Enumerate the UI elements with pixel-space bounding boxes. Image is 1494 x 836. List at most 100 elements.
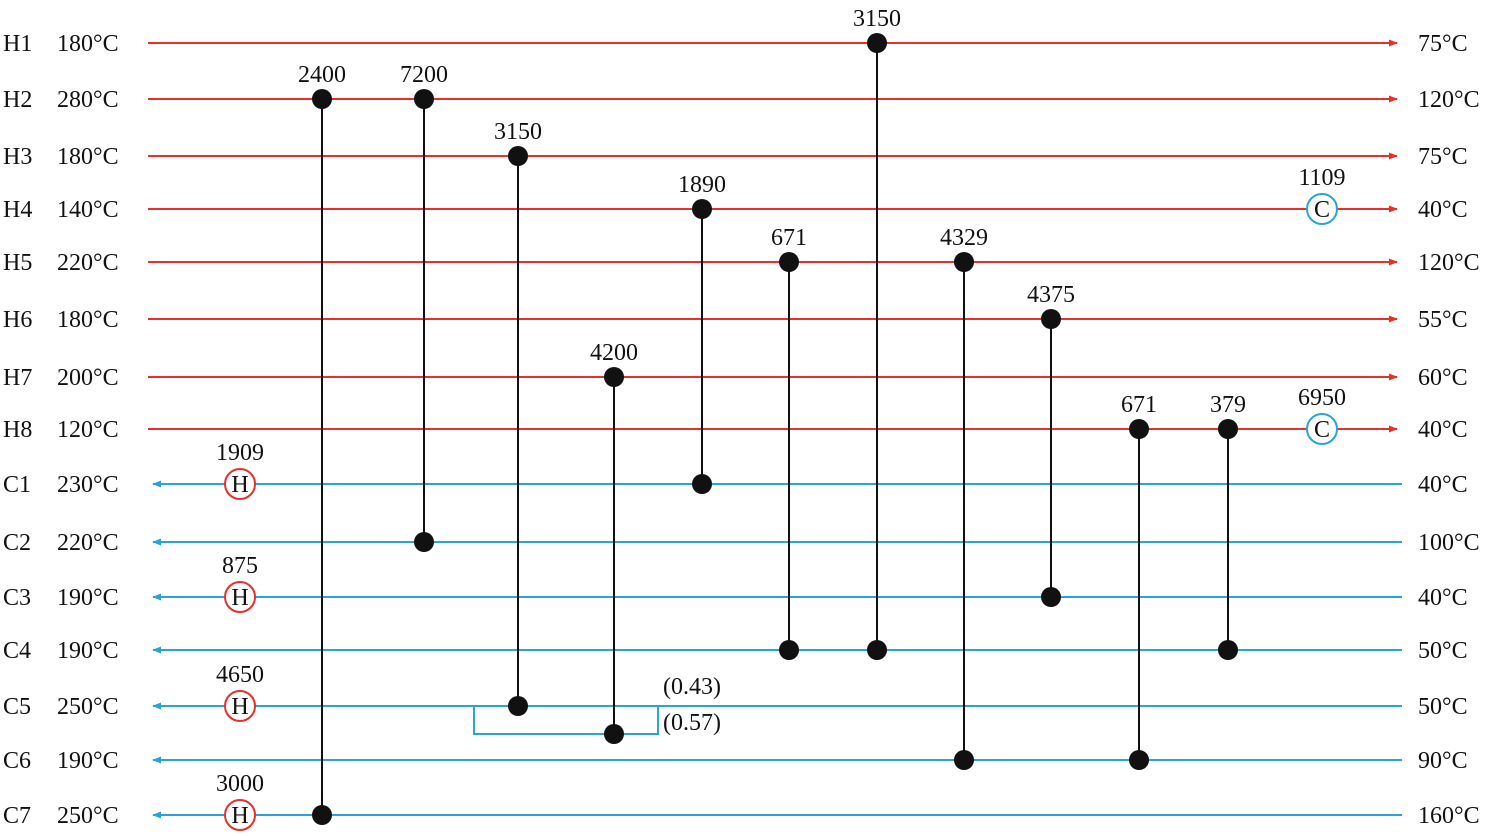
stream-id-c6: C6 bbox=[3, 748, 31, 774]
exchanger-h5-c6-hot-node bbox=[954, 252, 974, 272]
heater-c3-ring bbox=[224, 581, 256, 613]
stream-id-c1: C1 bbox=[3, 472, 31, 498]
exchanger-h4-c1-hot-node bbox=[692, 199, 712, 219]
cooler-h4-symbol: C bbox=[1314, 197, 1330, 223]
stream-id-c4: C4 bbox=[3, 638, 31, 664]
supply-temp-h4: 140°C bbox=[57, 197, 119, 223]
exchanger-h2-c2-cold-node bbox=[414, 532, 434, 552]
target-temp-h4: 40°C bbox=[1418, 197, 1468, 223]
exchanger-h5-c6-duty: 4329 bbox=[940, 225, 988, 251]
stream-id-h8: H8 bbox=[3, 417, 32, 443]
heater-c1-ring bbox=[224, 468, 256, 500]
exchanger-h3-c5-duty: 3150 bbox=[494, 119, 542, 145]
supply-temp-h8: 120°C bbox=[57, 417, 119, 443]
split-fraction-upper: (0.43) bbox=[663, 674, 721, 700]
target-temp-h5: 120°C bbox=[1418, 250, 1480, 276]
supply-temp-h7: 200°C bbox=[57, 365, 119, 391]
exchanger-h6-c3-hot-node bbox=[1041, 309, 1061, 329]
supply-temp-c5: 50°C bbox=[1418, 694, 1468, 720]
target-temp-h3: 75°C bbox=[1418, 144, 1468, 170]
target-temp-c3: 190°C bbox=[57, 585, 119, 611]
cooler-h8-ring bbox=[1306, 413, 1338, 445]
heater-c5-symbol: H bbox=[231, 694, 248, 720]
target-temp-c7: 250°C bbox=[57, 803, 119, 829]
stream-lines bbox=[148, 39, 1402, 819]
exchanger-h7-c5-cold-node bbox=[604, 724, 624, 744]
exchanger-h3-c5-hot-node bbox=[508, 146, 528, 166]
stream-id-h1: H1 bbox=[3, 31, 32, 57]
heater-c3-symbol: H bbox=[231, 585, 248, 611]
cooler-h4-ring bbox=[1306, 193, 1338, 225]
stream-split bbox=[473, 706, 659, 735]
exchanger-matches bbox=[312, 33, 1238, 825]
exchanger-h2-c7-hot-node bbox=[312, 89, 332, 109]
heater-c1-duty: 1909 bbox=[216, 440, 264, 466]
exchanger-h6-c3-duty: 4375 bbox=[1027, 282, 1075, 308]
target-temp-c2: 220°C bbox=[57, 530, 119, 556]
stream-id-h3: H3 bbox=[3, 144, 32, 170]
target-temp-h8: 40°C bbox=[1418, 417, 1468, 443]
stream-id-c2: C2 bbox=[3, 530, 31, 556]
supply-temp-h1: 180°C bbox=[57, 31, 119, 57]
exchanger-h8-c4-cold-node bbox=[1218, 640, 1238, 660]
exchanger-h8-c6-hot-node bbox=[1129, 419, 1149, 439]
exchanger-h3-c5-cold-node bbox=[508, 696, 528, 716]
target-temp-h2: 120°C bbox=[1418, 87, 1480, 113]
cooler-h4-duty: 1109 bbox=[1298, 165, 1345, 191]
exchanger-h8-c4-hot-node bbox=[1218, 419, 1238, 439]
stream-id-h4: H4 bbox=[3, 197, 32, 223]
exchanger-h2-c7-cold-node bbox=[312, 805, 332, 825]
stream-id-c5: C5 bbox=[3, 694, 31, 720]
exchanger-h4-c1-duty: 1890 bbox=[678, 172, 726, 198]
target-temp-c4: 190°C bbox=[57, 638, 119, 664]
exchanger-h5-c4-hot-node bbox=[779, 252, 799, 272]
exchanger-h1-c4-hot-node bbox=[867, 33, 887, 53]
stream-id-c7: C7 bbox=[3, 803, 31, 829]
cooler-h8-symbol: C bbox=[1314, 417, 1330, 443]
heater-c1-symbol: H bbox=[231, 472, 248, 498]
heater-c5-duty: 4650 bbox=[216, 662, 264, 688]
exchanger-h4-c1-cold-node bbox=[692, 474, 712, 494]
stream-labels: H1 180°C 75°C H2 280°C 120°C H3 180°C 75°C H4 140°… bbox=[3, 6, 1480, 829]
exchanger-h5-c6-cold-node bbox=[954, 750, 974, 770]
target-temp-h6: 55°C bbox=[1418, 307, 1468, 333]
supply-temp-c4: 50°C bbox=[1418, 638, 1468, 664]
exchanger-h8-c6-cold-node bbox=[1129, 750, 1149, 770]
split-fraction-lower: (0.57) bbox=[663, 710, 721, 736]
supply-temp-c7: 160°C bbox=[1418, 803, 1480, 829]
stream-id-h7: H7 bbox=[3, 365, 32, 391]
stream-id-h5: H5 bbox=[3, 250, 32, 276]
exchanger-h8-c6-duty: 671 bbox=[1121, 392, 1157, 418]
target-temp-h7: 60°C bbox=[1418, 365, 1468, 391]
supply-temp-h3: 180°C bbox=[57, 144, 119, 170]
exchanger-h7-c5-hot-node bbox=[604, 367, 624, 387]
supply-temp-h6: 180°C bbox=[57, 307, 119, 333]
stream-id-h2: H2 bbox=[3, 87, 32, 113]
target-temp-h1: 75°C bbox=[1418, 31, 1468, 57]
supply-temp-c1: 40°C bbox=[1418, 472, 1468, 498]
heater-c3-duty: 875 bbox=[222, 553, 258, 579]
exchanger-h1-c4-duty: 3150 bbox=[853, 6, 901, 32]
heater-c5-ring bbox=[224, 690, 256, 722]
exchanger-h7-c5-duty: 4200 bbox=[590, 340, 638, 366]
supply-temp-c2: 100°C bbox=[1418, 530, 1480, 556]
stream-id-c3: C3 bbox=[3, 585, 31, 611]
exchanger-h8-c4-duty: 379 bbox=[1210, 392, 1246, 418]
cooler-h8-duty: 6950 bbox=[1298, 385, 1346, 411]
heater-c7-ring bbox=[224, 799, 256, 831]
exchanger-h1-c4-cold-node bbox=[867, 640, 887, 660]
target-temp-c5: 250°C bbox=[57, 694, 119, 720]
supply-temp-h2: 280°C bbox=[57, 87, 119, 113]
supply-temp-h5: 220°C bbox=[57, 250, 119, 276]
target-temp-c6: 190°C bbox=[57, 748, 119, 774]
supply-temp-c3: 40°C bbox=[1418, 585, 1468, 611]
stream-id-h6: H6 bbox=[3, 307, 32, 333]
heater-c7-symbol: H bbox=[231, 803, 248, 829]
exchanger-h5-c4-cold-node bbox=[779, 640, 799, 660]
exchanger-h2-c2-hot-node bbox=[414, 89, 434, 109]
supply-temp-c6: 90°C bbox=[1418, 748, 1468, 774]
exchanger-h5-c4-duty: 671 bbox=[771, 225, 807, 251]
heater-c7-duty: 3000 bbox=[216, 771, 264, 797]
exchanger-h6-c3-cold-node bbox=[1041, 587, 1061, 607]
